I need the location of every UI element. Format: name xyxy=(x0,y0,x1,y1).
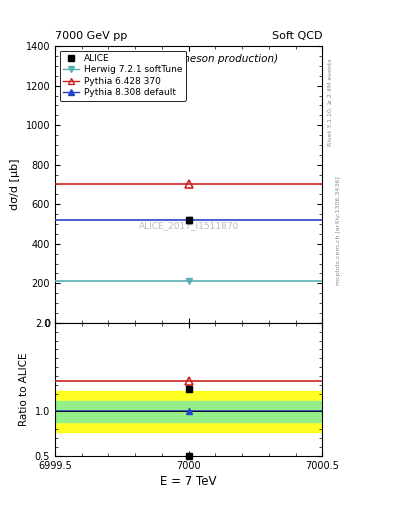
Text: Soft QCD: Soft QCD xyxy=(272,31,322,40)
Text: Rivet 3.1.10, ≥ 2.4M events: Rivet 3.1.10, ≥ 2.4M events xyxy=(328,58,333,146)
Legend: ALICE, Herwig 7.2.1 softTune, Pythia 6.428 370, Pythia 8.308 default: ALICE, Herwig 7.2.1 softTune, Pythia 6.4… xyxy=(59,51,186,100)
Y-axis label: Ratio to ALICE: Ratio to ALICE xyxy=(19,352,29,426)
X-axis label: E = 7 TeV: E = 7 TeV xyxy=(160,475,217,488)
Bar xyxy=(55,391,322,432)
Text: 7000 GeV pp: 7000 GeV pp xyxy=(55,31,127,40)
Bar xyxy=(55,401,322,421)
Text: ALICE_2017_I1511870: ALICE_2017_I1511870 xyxy=(138,222,239,230)
Text: mcplots.cern.ch [arXiv:1306.3436]: mcplots.cern.ch [arXiv:1306.3436] xyxy=(336,176,341,285)
Y-axis label: dσ/d [μb]: dσ/d [μb] xyxy=(10,159,20,210)
Text: σ(D°) (ALICE D-meson production): σ(D°) (ALICE D-meson production) xyxy=(99,54,278,65)
